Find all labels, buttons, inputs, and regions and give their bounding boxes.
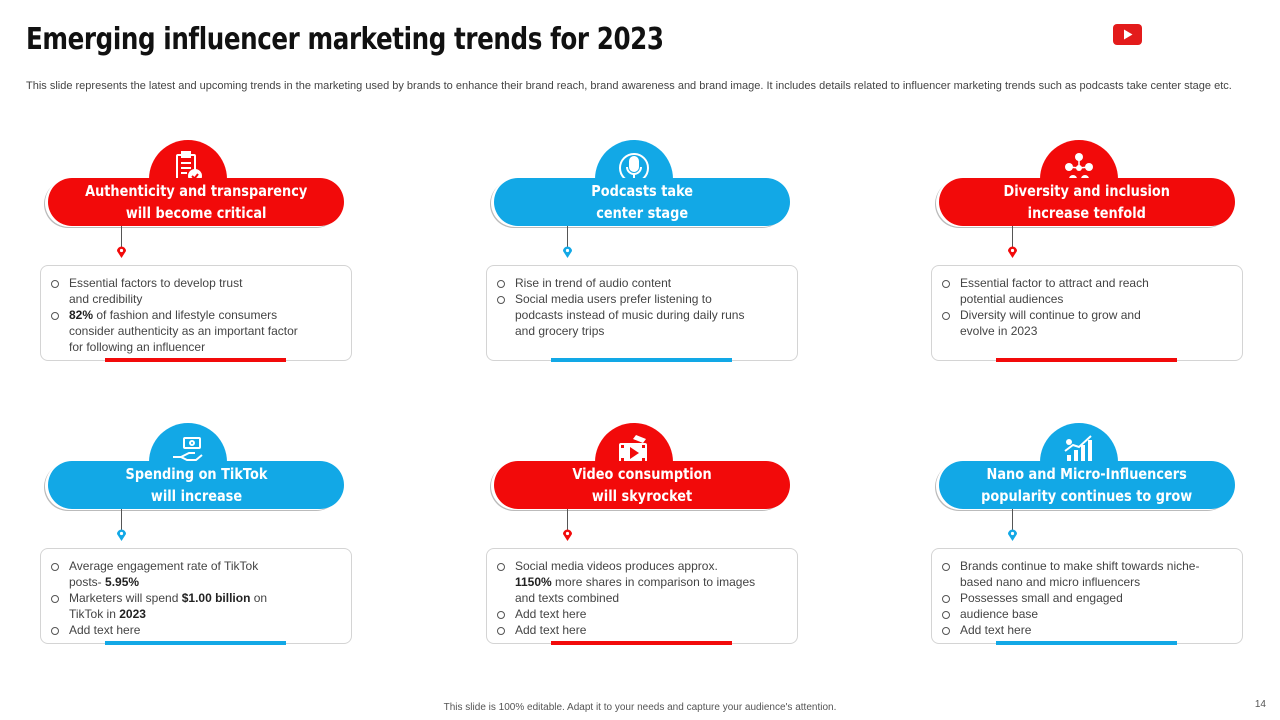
bullet-text: Brands continue to make shift towards ni… xyxy=(960,559,1200,589)
bullet-text: Essential factor to attract and reach po… xyxy=(960,276,1149,306)
bullet-item: Brands continue to make shift towards ni… xyxy=(942,558,1232,590)
card-title-pill: Nano and Micro-Influencers popularity co… xyxy=(939,461,1235,509)
card-accent-bar xyxy=(551,358,732,362)
bullet-text: Add text here xyxy=(960,623,1032,637)
slide-description: This slide represents the latest and upc… xyxy=(26,80,1232,92)
connector-line xyxy=(1012,509,1013,531)
card-details-box: Average engagement rate of TikTok posts-… xyxy=(40,548,352,644)
card-title: Spending on TikTok will increase xyxy=(125,465,267,505)
card-details-box: Brands continue to make shift towards ni… xyxy=(931,548,1243,644)
bullet-item: Social media users prefer listening to p… xyxy=(497,291,787,339)
trend-card: Video consumption will skyrocket Social m… xyxy=(486,423,806,663)
connector-line xyxy=(567,226,568,248)
bullet-item: Diversity will continue to grow and evol… xyxy=(942,307,1232,339)
bullet-text: 82% xyxy=(69,308,94,322)
page-number: 14 xyxy=(1254,699,1266,710)
bullet-item: Marketers will spend $1.00 billion on Ti… xyxy=(51,590,341,622)
bullet-item: Rise in trend of audio content xyxy=(497,275,787,291)
connector-line xyxy=(121,226,122,248)
bullet-text: 2023 xyxy=(119,607,146,621)
card-title: Diversity and inclusion increase tenfold xyxy=(1003,182,1171,222)
bullet-text: Diversity will continue to grow and evol… xyxy=(960,308,1141,338)
bullet-item: Essential factor to attract and reach po… xyxy=(942,275,1232,307)
bullet-text: 1150% xyxy=(515,575,552,589)
bullet-item: Add text here xyxy=(497,606,787,622)
bullet-text: audience base xyxy=(960,607,1039,621)
bullet-item: Add text here xyxy=(942,622,1232,638)
card-title-pill: Video consumption will skyrocket xyxy=(494,461,790,509)
bullet-item: Average engagement rate of TikTok posts-… xyxy=(51,558,341,590)
connector-line xyxy=(121,509,122,531)
connector-line xyxy=(567,509,568,531)
card-title-pill: Diversity and inclusion increase tenfold xyxy=(939,178,1235,226)
bullet-text: Average engagement rate of TikTok posts- xyxy=(69,559,259,589)
trend-card: Podcasts take center stage Rise in trend … xyxy=(486,140,806,380)
bullet-text: Essential factors to develop trust and c… xyxy=(69,276,243,306)
card-details-box: Rise in trend of audio content Social med… xyxy=(486,265,798,361)
bullet-item: Essential factors to develop trust and c… xyxy=(51,275,341,307)
bullet-text: Add text here xyxy=(69,623,141,637)
map-pin-icon xyxy=(1008,529,1017,541)
slide-footer-note: This slide is 100% editable. Adapt it to… xyxy=(443,702,837,713)
map-pin-icon xyxy=(117,246,126,258)
bullet-text: Add text here xyxy=(515,623,587,637)
bullet-item: audience base xyxy=(942,606,1232,622)
bullet-item: 82% of fashion and lifestyle consumers c… xyxy=(51,307,341,355)
trend-card: Authenticity and transparency will becom… xyxy=(40,140,360,380)
bullet-item: Add text here xyxy=(51,622,341,638)
bullet-text: Add text here xyxy=(515,607,587,621)
map-pin-icon xyxy=(563,529,572,541)
map-pin-icon xyxy=(117,529,126,541)
bullet-text: of fashion and lifestyle consumers consi… xyxy=(69,308,298,354)
card-accent-bar xyxy=(996,641,1177,645)
bullet-text: 5.95% xyxy=(105,575,140,589)
bullet-text: more shares in comparison to images and … xyxy=(515,575,756,605)
card-accent-bar xyxy=(551,641,732,645)
map-pin-icon xyxy=(563,246,572,258)
bullet-text: Rise in trend of audio content xyxy=(515,276,672,290)
bullet-item: Social media videos produces approx. 115… xyxy=(497,558,787,606)
card-title: Nano and Micro-Influencers popularity co… xyxy=(981,465,1193,505)
card-title: Video consumption will skyrocket xyxy=(572,465,712,505)
youtube-logo-icon xyxy=(1113,24,1142,45)
card-details-box: Essential factor to attract and reach po… xyxy=(931,265,1243,361)
slide-title: Emerging influencer marketing trends for… xyxy=(26,22,664,57)
bullet-text: Possesses small and engaged xyxy=(960,591,1123,605)
card-accent-bar xyxy=(105,641,286,645)
map-pin-icon xyxy=(1008,246,1017,258)
card-accent-bar xyxy=(996,358,1177,362)
card-details-box: Essential factors to develop trust and c… xyxy=(40,265,352,361)
card-title-pill: Podcasts take center stage xyxy=(494,178,790,226)
bullet-item: Possesses small and engaged xyxy=(942,590,1232,606)
connector-line xyxy=(1012,226,1013,248)
card-title-pill: Spending on TikTok will increase xyxy=(48,461,344,509)
card-title-pill: Authenticity and transparency will becom… xyxy=(48,178,344,226)
bullet-item: Add text here xyxy=(497,622,787,638)
card-details-box: Social media videos produces approx. 115… xyxy=(486,548,798,644)
trend-card: Spending on TikTok will increase Average … xyxy=(40,423,360,663)
card-accent-bar xyxy=(105,358,286,362)
card-title: Authenticity and transparency will becom… xyxy=(84,182,308,222)
bullet-text: $1.00 billion xyxy=(181,591,251,605)
bullet-text: Social media users prefer listening to p… xyxy=(515,292,745,338)
trend-card: Nano and Micro-Influencers popularity co… xyxy=(931,423,1251,663)
bullet-text: on TikTok in xyxy=(69,591,268,621)
bullet-text: Marketers will spend xyxy=(69,591,182,605)
card-title: Podcasts take center stage xyxy=(591,182,693,222)
trend-card: Diversity and inclusion increase tenfold… xyxy=(931,140,1251,380)
bullet-text: Social media videos produces approx. xyxy=(515,559,718,573)
